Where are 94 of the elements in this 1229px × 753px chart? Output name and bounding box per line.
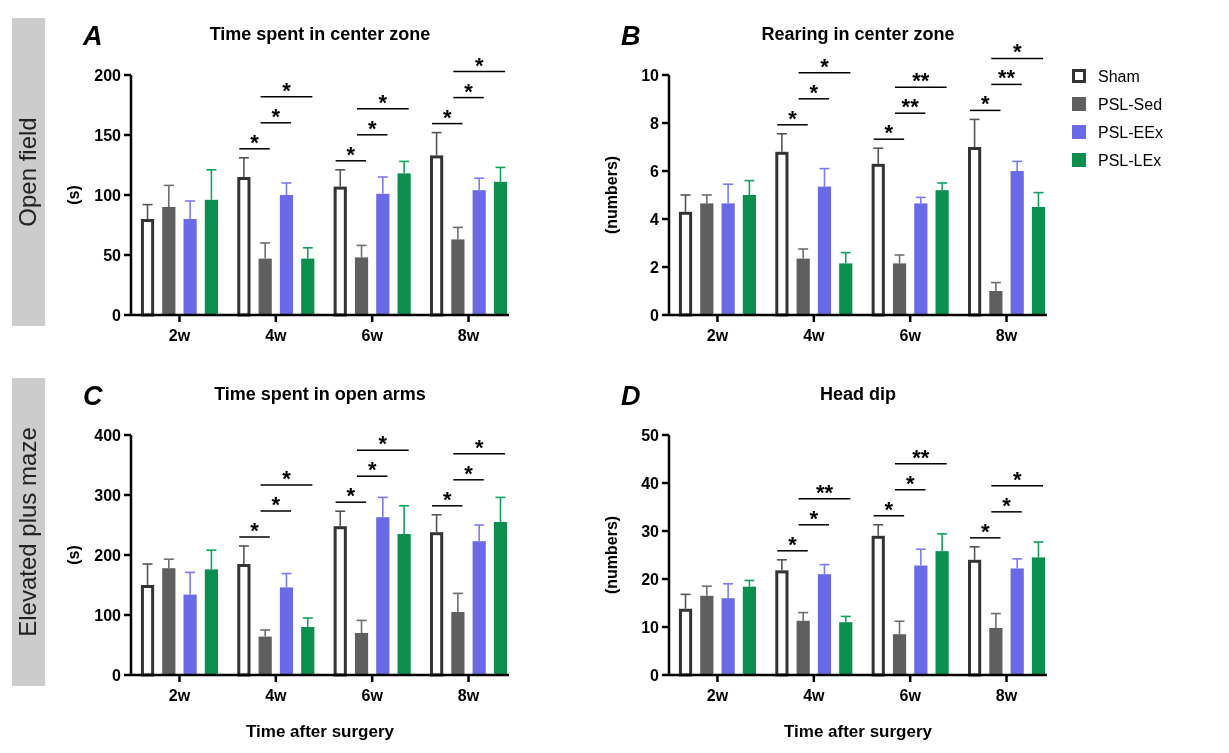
y-tick-label: 0 [650, 306, 660, 324]
legend-label: PSL-EEx [1098, 123, 1163, 141]
annotation: * [282, 466, 292, 491]
annotation: * [282, 77, 292, 103]
y-tick-label: 50 [641, 426, 660, 444]
annotation: * [464, 460, 474, 486]
annotation: * [884, 496, 894, 522]
annotation: * [884, 120, 894, 146]
annotation: * [980, 91, 990, 117]
y-axis-title: (numbers) [603, 515, 620, 595]
y-tick-label: 100 [94, 606, 122, 624]
annotation: * [1002, 492, 1012, 518]
annotation: * [367, 115, 377, 141]
text: D [621, 381, 641, 411]
y-tick-label: 10 [641, 618, 660, 636]
annotation: * [250, 129, 260, 155]
annotation: * [474, 52, 484, 78]
x-axis-title: Time after surgery [245, 722, 395, 741]
x-tick-label: 2w [706, 327, 729, 344]
legend-label: PSL-LEx [1098, 151, 1162, 169]
y-tick-label: 150 [94, 126, 122, 144]
x-tick-label: 4w [265, 327, 288, 344]
x-tick-label: 8w [995, 687, 1018, 704]
annotation: * [474, 434, 484, 460]
x-tick-label: 6w [899, 687, 922, 704]
annotation: * [367, 457, 377, 483]
x-tick-label: 8w [995, 327, 1018, 344]
annotation: * [980, 518, 990, 544]
text: Elevated plus maze [14, 427, 41, 637]
chart-title: Time spent in center zone [209, 24, 431, 44]
text: A [82, 21, 103, 51]
text: C [83, 381, 103, 411]
y-tick-label: 0 [112, 306, 122, 324]
text: B [621, 21, 641, 51]
annotation: * [905, 470, 915, 496]
x-tick-label: 6w [361, 687, 384, 704]
y-tick-label: 30 [641, 522, 660, 540]
annotation: * [378, 431, 388, 457]
x-tick-label: 2w [168, 687, 191, 704]
text: Open field [14, 117, 41, 227]
annotation: ** [901, 94, 920, 120]
x-tick-label: 6w [899, 327, 922, 344]
x-tick-label: 2w [706, 687, 729, 704]
y-axis-title: (numbers) [603, 155, 620, 235]
y-tick-label: 6 [650, 162, 660, 180]
annotation: * [271, 103, 281, 129]
annotation: * [346, 483, 356, 509]
annotation: * [820, 53, 830, 79]
x-tick-label: 2w [168, 327, 191, 344]
x-tick-label: 8w [457, 687, 480, 704]
annotation: * [442, 486, 452, 512]
annotation: * [1012, 466, 1022, 492]
x-tick-label: 8w [457, 327, 480, 344]
chart-title: Rearing in center zone [761, 24, 955, 44]
y-tick-label: 200 [94, 546, 122, 564]
x-tick-label: 4w [803, 327, 826, 344]
y-tick-label: 2 [650, 258, 660, 276]
x-tick-label: 4w [803, 687, 826, 704]
x-axis-title: Time after surgery [783, 722, 933, 741]
annotation: ** [997, 65, 1016, 91]
y-axis-title: (s) [65, 185, 82, 205]
y-tick-label: 0 [650, 666, 660, 684]
annotation: * [346, 141, 356, 167]
y-tick-label: 400 [94, 426, 122, 444]
annotation: * [809, 505, 819, 531]
y-tick-label: 8 [650, 114, 660, 132]
x-tick-label: 4w [265, 687, 288, 704]
x-tick-label: 6w [361, 327, 384, 344]
legend-label: PSL-Sed [1098, 95, 1163, 113]
y-tick-label: 10 [641, 66, 660, 84]
y-tick-label: 300 [94, 486, 122, 504]
y-tick-label: 4 [650, 210, 660, 228]
y-axis-title: (s) [65, 545, 82, 565]
annotation: * [788, 105, 798, 131]
chart-title: Time spent in open arms [214, 384, 426, 404]
y-tick-label: 50 [103, 246, 122, 264]
legend-label: Sham [1098, 67, 1140, 85]
y-tick-label: 0 [112, 666, 122, 684]
annotation: ** [815, 479, 834, 505]
annotation: ** [912, 444, 930, 470]
y-tick-label: 20 [641, 570, 660, 588]
annotation: * [442, 104, 452, 130]
y-tick-label: 100 [94, 186, 122, 204]
annotation: * [378, 89, 388, 115]
annotation: ** [912, 68, 930, 94]
chart-title: Head dip [819, 384, 897, 404]
y-tick-label: 200 [94, 66, 122, 84]
y-tick-label: 40 [641, 474, 660, 492]
annotation: * [788, 531, 798, 557]
annotation: * [809, 79, 819, 105]
annotation: * [464, 78, 474, 104]
text: * [1012, 39, 1022, 65]
annotation: * [271, 492, 281, 517]
annotation: * [250, 518, 260, 543]
